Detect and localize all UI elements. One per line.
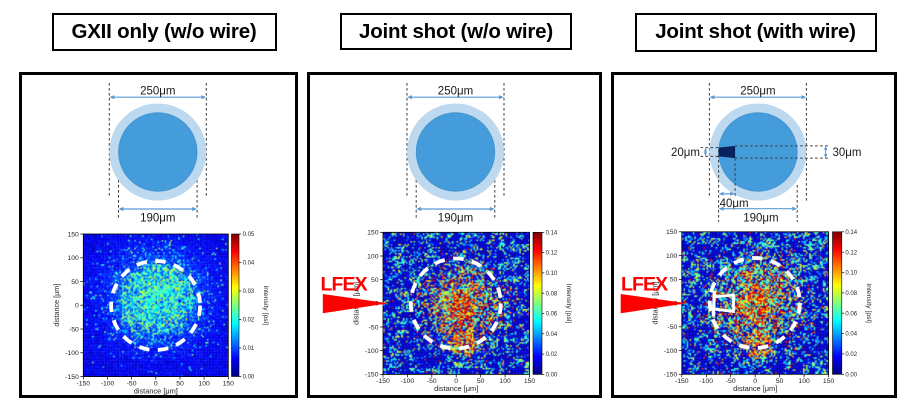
- svg-text:0.04: 0.04: [845, 332, 857, 338]
- svg-text:0.06: 0.06: [546, 312, 558, 318]
- svg-text:100: 100: [798, 378, 810, 385]
- svg-text:0.04: 0.04: [546, 332, 558, 338]
- svg-text:-50: -50: [667, 324, 677, 331]
- svg-text:Intensity [psl]: Intensity [psl]: [565, 284, 572, 324]
- svg-text:-100: -100: [365, 348, 379, 355]
- svg-text:0.00: 0.00: [546, 373, 558, 379]
- svg-text:0.00: 0.00: [845, 372, 857, 378]
- svg-text:250μm: 250μm: [740, 86, 775, 98]
- svg-text:distance [μm]: distance [μm]: [434, 384, 478, 393]
- svg-text:100: 100: [367, 253, 379, 260]
- svg-text:0.10: 0.10: [845, 271, 857, 277]
- svg-text:Intensity [psl]: Intensity [psl]: [865, 283, 872, 323]
- svg-text:-100: -100: [101, 380, 115, 387]
- svg-text:150: 150: [367, 230, 379, 237]
- svg-text:50: 50: [371, 277, 379, 284]
- svg-text:100: 100: [666, 253, 678, 260]
- svg-text:0: 0: [154, 380, 158, 387]
- svg-text:0.12: 0.12: [546, 251, 558, 257]
- svg-text:150: 150: [223, 380, 235, 387]
- svg-text:0.12: 0.12: [845, 250, 857, 256]
- svg-text:-50: -50: [369, 324, 379, 331]
- svg-text:0.02: 0.02: [243, 318, 255, 324]
- svg-text:-150: -150: [675, 378, 689, 385]
- svg-text:-100: -100: [699, 378, 713, 385]
- svg-text:250μm: 250μm: [140, 86, 175, 98]
- svg-text:-50: -50: [127, 380, 137, 387]
- svg-text:50: 50: [670, 277, 678, 284]
- svg-text:LFEX: LFEX: [321, 274, 368, 296]
- svg-text:-150: -150: [76, 380, 90, 387]
- svg-text:0.05: 0.05: [243, 232, 255, 238]
- svg-text:50: 50: [71, 279, 79, 286]
- svg-text:-100: -100: [401, 378, 415, 385]
- svg-text:-50: -50: [69, 326, 79, 333]
- svg-text:-50: -50: [427, 378, 437, 385]
- svg-text:30μm: 30μm: [833, 147, 862, 159]
- svg-text:-150: -150: [365, 372, 379, 379]
- svg-text:0.08: 0.08: [845, 291, 857, 297]
- svg-text:0: 0: [75, 303, 79, 310]
- svg-text:150: 150: [524, 378, 536, 385]
- svg-text:LFEX: LFEX: [621, 274, 668, 296]
- svg-text:50: 50: [776, 378, 784, 385]
- svg-text:150: 150: [823, 378, 835, 385]
- svg-text:Intensity [psl]: Intensity [psl]: [262, 285, 269, 325]
- svg-text:150: 150: [67, 231, 79, 238]
- svg-text:distance [μm]: distance [μm]: [134, 386, 178, 395]
- svg-text:0.14: 0.14: [845, 230, 857, 236]
- svg-text:100: 100: [198, 380, 210, 387]
- svg-text:-50: -50: [726, 378, 736, 385]
- svg-text:0.04: 0.04: [243, 261, 255, 267]
- svg-text:100: 100: [499, 378, 511, 385]
- svg-text:190μm: 190μm: [140, 213, 175, 225]
- svg-text:100: 100: [67, 255, 79, 262]
- svg-text:190μm: 190μm: [438, 213, 473, 225]
- svg-text:0: 0: [454, 378, 458, 385]
- svg-text:-150: -150: [664, 372, 678, 379]
- svg-text:-100: -100: [664, 348, 678, 355]
- svg-text:distance [μm]: distance [μm]: [52, 284, 61, 327]
- svg-text:50: 50: [176, 380, 184, 387]
- svg-text:0.10: 0.10: [546, 271, 558, 277]
- svg-text:0.02: 0.02: [845, 352, 857, 358]
- svg-text:40μm: 40μm: [720, 198, 749, 210]
- svg-text:190μm: 190μm: [743, 213, 778, 225]
- svg-text:0.01: 0.01: [243, 346, 255, 352]
- svg-text:-150: -150: [65, 374, 79, 381]
- svg-text:0.03: 0.03: [243, 289, 255, 295]
- svg-text:0.08: 0.08: [546, 291, 558, 297]
- svg-text:0.02: 0.02: [546, 352, 558, 358]
- svg-text:20μm: 20μm: [671, 147, 700, 159]
- svg-text:-100: -100: [65, 350, 79, 357]
- svg-text:0.06: 0.06: [845, 311, 857, 317]
- svg-text:0.00: 0.00: [243, 375, 255, 381]
- svg-text:distance [μm]: distance [μm]: [733, 384, 777, 393]
- svg-text:250μm: 250μm: [438, 86, 473, 98]
- svg-text:0: 0: [753, 378, 757, 385]
- svg-text:150: 150: [666, 229, 678, 236]
- svg-text:50: 50: [477, 378, 485, 385]
- svg-text:0.14: 0.14: [546, 230, 558, 236]
- svg-text:-150: -150: [376, 378, 390, 385]
